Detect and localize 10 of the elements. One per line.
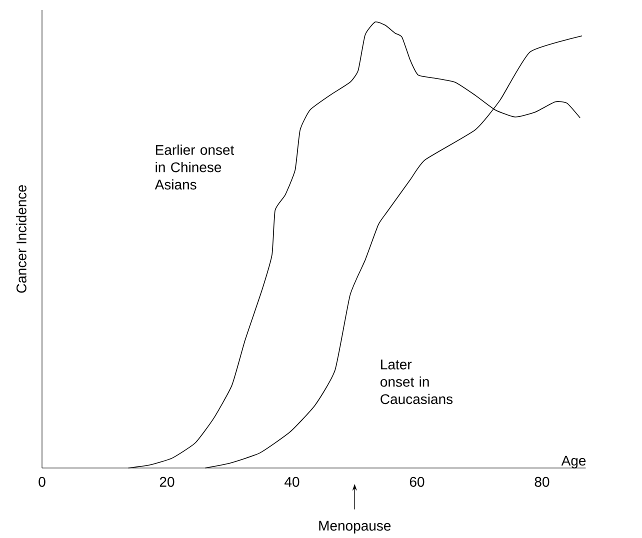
x-tick-label: 60 (410, 476, 424, 487)
annotation: Later onset in Caucasians (380, 360, 453, 404)
x-tick-label: 20 (160, 476, 174, 487)
x-axis-title: Age (561, 456, 586, 468)
annotation: Earlier onset in Chinese Asians (154, 144, 234, 190)
x-tick-label: 40 (284, 476, 300, 487)
x-tick-label: 80 (534, 476, 550, 487)
y-axis-title: Cancer Incidence (16, 185, 26, 293)
x-tick-label: 0 (38, 476, 46, 487)
text: Menopause (319, 520, 391, 534)
